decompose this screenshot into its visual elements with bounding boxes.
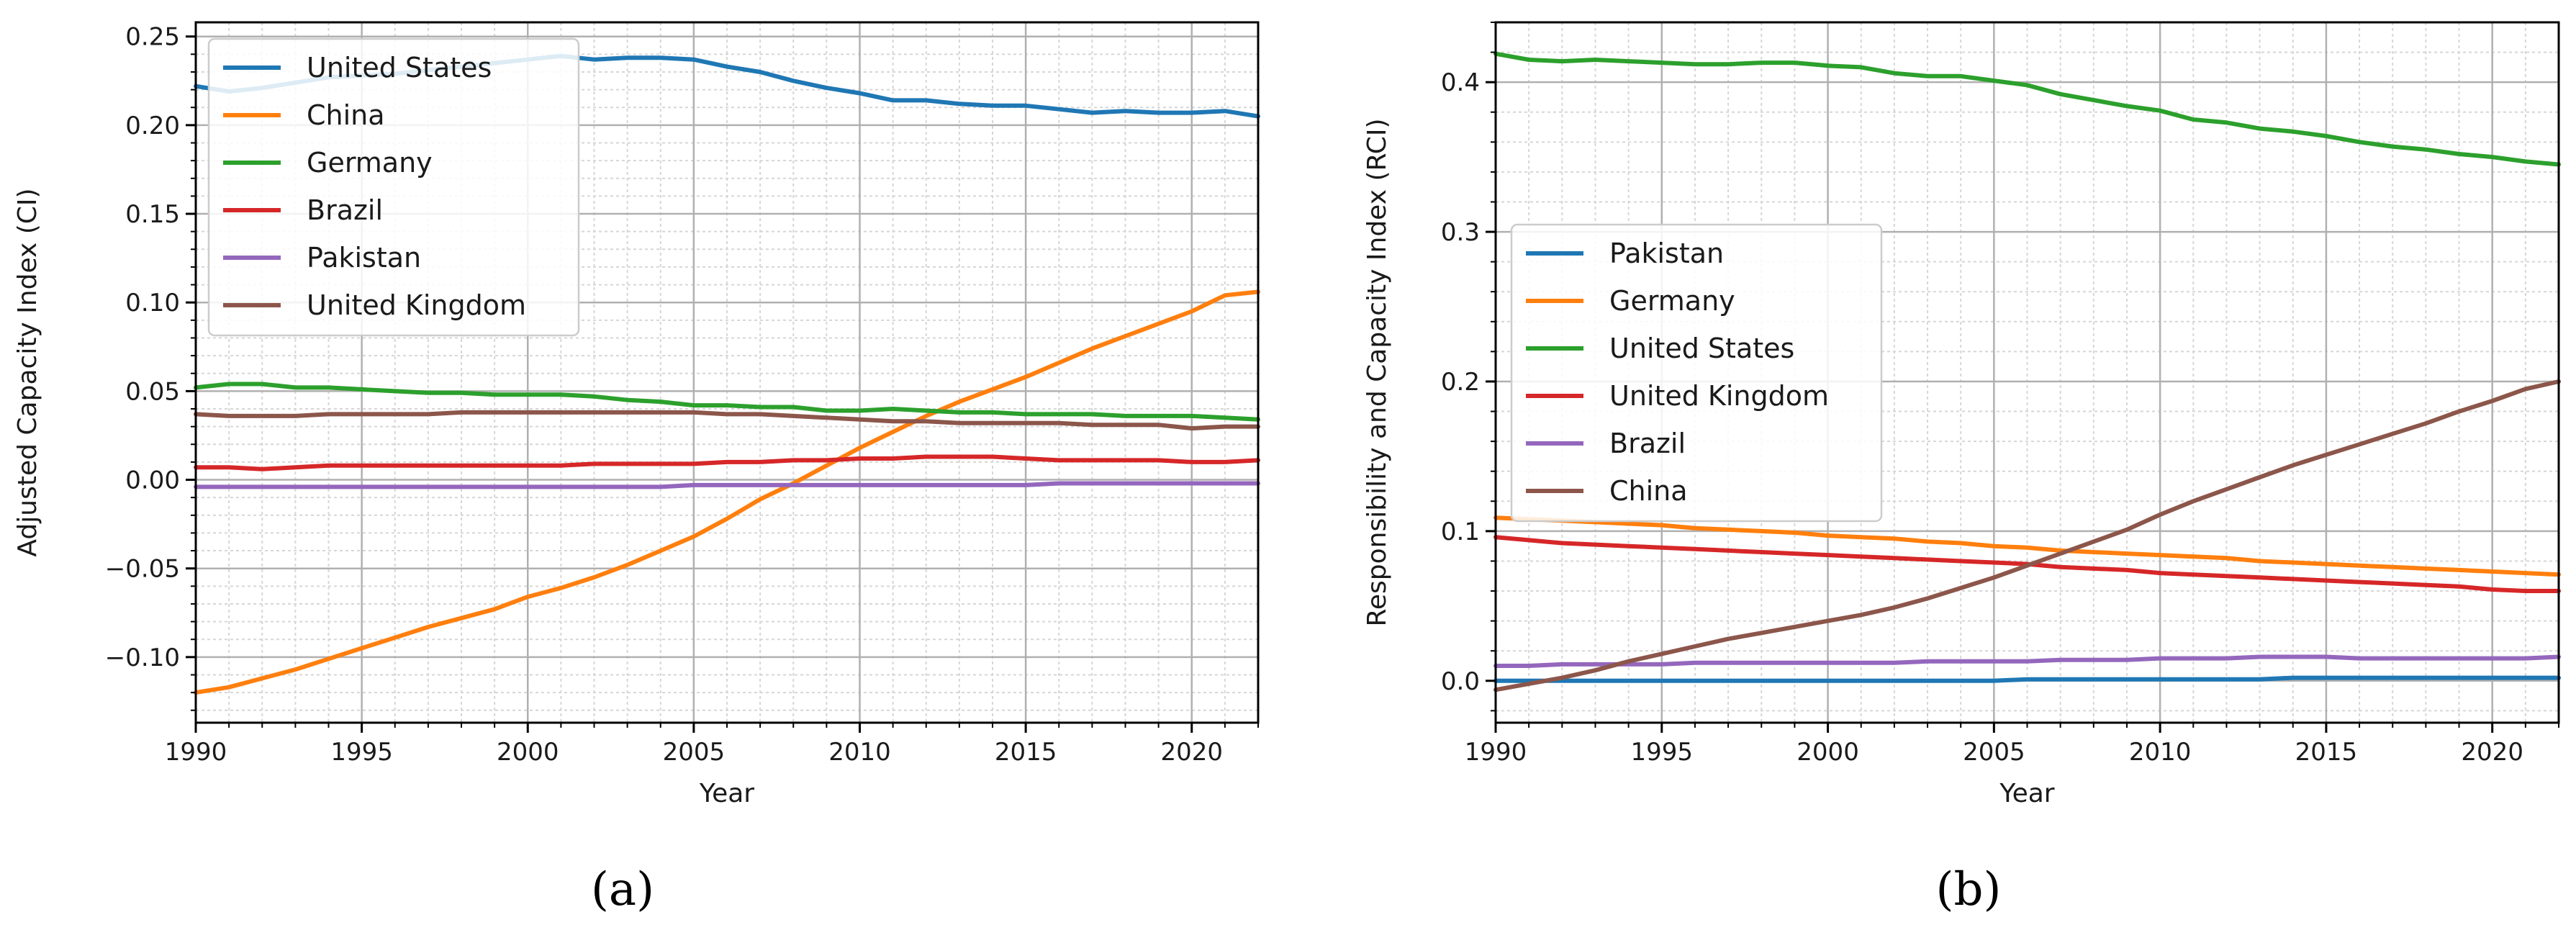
x-tick-label: 2000 [1797,738,1859,767]
y-tick-label: 0.2 [1441,368,1480,397]
x-axis-label: Year [1999,779,2054,808]
series-line-pakistan [1493,675,2561,683]
legend-label: United Kingdom [307,289,526,321]
x-axis-label: Year [699,779,754,808]
x-tick-label: 2015 [995,738,1057,767]
y-tick-label: 0.05 [125,377,180,406]
x-tick-label: 2010 [2129,738,2192,767]
y-tick-label: −0.05 [105,555,180,584]
x-tick-label: 2010 [828,738,891,767]
series-line-germany [194,382,1260,422]
y-tick-label: 0.3 [1441,218,1480,247]
y-axis-label: Responsibility and Capacity Index (RCI) [1362,118,1392,626]
y-tick-label: 0.15 [125,200,180,229]
legend-label: United States [1609,333,1794,364]
legend-box [207,37,580,337]
x-tick-label: 1990 [1465,738,1527,767]
x-tick-label: 2020 [2461,738,2523,767]
series-line-united-kingdom [194,410,1260,431]
x-tick-label: 1995 [330,738,393,767]
y-tick-label: 0.25 [125,23,180,52]
x-tick-label: 2015 [2295,738,2358,767]
legend-label: China [307,99,385,131]
y-tick-label: 0.0 [1441,667,1480,696]
legend-label: Pakistan [307,242,421,274]
y-tick-label: 0.4 [1441,68,1480,97]
x-tick-label: 1990 [165,738,227,767]
legend-box [1510,223,1883,523]
series-line-germany [1493,515,2561,577]
legend: United States China Germany Brazil Pakistan U… [207,37,580,337]
x-tick-label: 2020 [1160,738,1223,767]
x-tick-label: 2005 [1963,738,2025,767]
y-tick-label: 0.00 [125,466,180,495]
legend-label: China [1609,475,1688,507]
series-line-brazil [1493,654,2561,668]
legend-label: Germany [1609,285,1735,317]
legend-label: United Kingdom [1609,380,1829,412]
x-tick-label: 2000 [497,738,559,767]
x-tick-label: 1995 [1631,738,1694,767]
y-axis-label: Adjusted Capacity Index (CI) [13,188,42,556]
legend-label: Brazil [1609,428,1686,459]
series-line-pakistan [194,481,1260,489]
y-tick-label: 0.10 [125,289,180,317]
legend-label: United States [307,52,492,83]
y-tick-label: −0.10 [105,644,180,672]
panel-caption: (a) [591,863,654,916]
series-line-united-states [1493,51,2561,167]
x-tick-label: 2005 [663,738,726,767]
chart-panel-b: 1990 1995 2000 2005 2010 2015 2020 0.0 0.1 0.2 0.3… [1362,21,2561,916]
chart-panel-a: 1990 1995 2000 2005 2010 2015 2020 −0.10 −0.05 0.… [13,21,1260,916]
y-tick-label: 0.20 [125,112,180,140]
series-line-brazil [194,454,1260,471]
panel-caption: (b) [1936,863,2002,916]
legend-label: Pakistan [1609,238,1724,269]
series-line-china [1493,379,2561,692]
legend-label: Germany [307,147,433,179]
legend: Pakistan Germany United States United Kingd… [1510,223,1883,523]
series-line-china [194,289,1260,695]
legend-label: Brazil [307,194,383,226]
y-tick-label: 0.1 [1441,518,1480,546]
